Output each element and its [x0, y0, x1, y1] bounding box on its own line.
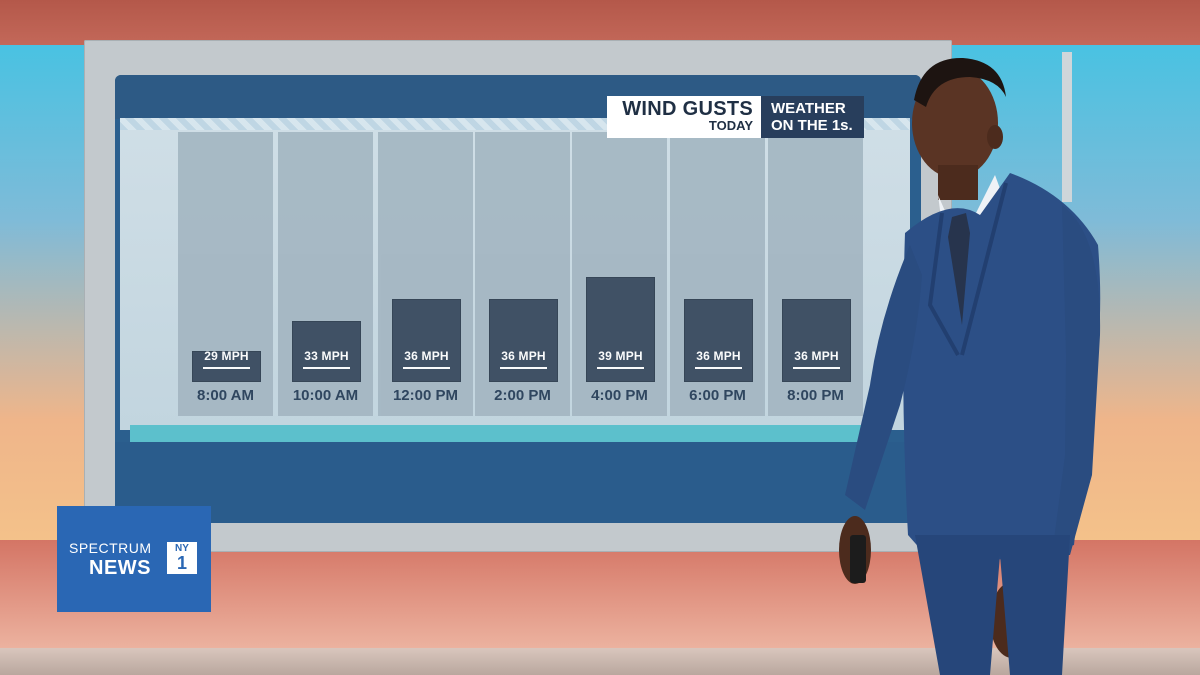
- bar-value-label: 29 MPH: [204, 348, 249, 363]
- wind-gust-bar: 29 MPH: [192, 348, 261, 382]
- weather-screen: 29 MPH 8:00 AM 33 MPH 10:00 AM 36 MPH 12:00 P…: [115, 75, 921, 523]
- teal-accent-line: [130, 425, 870, 442]
- chart-subtitle: TODAY: [708, 118, 753, 133]
- brand-line-2: ON THE 1s.: [771, 117, 853, 134]
- time-card: 29 MPH 8:00 AM: [178, 132, 273, 416]
- time-card: 36 MPH 6:00 PM: [670, 132, 765, 416]
- bar-label-rule: [203, 366, 250, 369]
- chart-title: WIND GUSTS: [622, 98, 753, 120]
- chart-title-box: WIND GUSTS TODAY: [607, 96, 761, 138]
- logo-news-text: NEWS: [89, 557, 151, 579]
- time-card: 36 MPH 12:00 PM: [378, 132, 473, 416]
- bar-value-label: 36 MPH: [696, 348, 741, 363]
- bar-value-label: 39 MPH: [598, 348, 643, 363]
- bar-value-label: 36 MPH: [794, 348, 839, 363]
- ny1-badge: NY 1: [167, 542, 197, 574]
- wind-gust-bar: 36 MPH: [392, 299, 461, 382]
- time-label: 12:00 PM: [392, 387, 459, 404]
- time-label: 6:00 PM: [689, 387, 746, 404]
- time-label: 10:00 AM: [292, 387, 359, 404]
- screen-footer-band: [115, 442, 921, 523]
- bar-label-rule: [403, 366, 450, 369]
- time-label: 8:00 PM: [787, 387, 844, 404]
- background-panel-left: [0, 45, 84, 545]
- presenter: [839, 57, 1101, 675]
- wind-gust-bar: 36 MPH: [782, 299, 851, 382]
- wind-gust-bar: 36 MPH: [684, 299, 753, 382]
- bar-label-rule: [695, 366, 742, 369]
- time-card: 33 MPH 10:00 AM: [278, 132, 373, 416]
- bar-label-rule: [303, 366, 350, 369]
- bar-label-rule: [793, 366, 840, 369]
- bar-label-rule: [597, 366, 644, 369]
- wind-gust-bar: 36 MPH: [489, 299, 558, 382]
- time-card: 36 MPH 2:00 PM: [475, 132, 570, 416]
- studio-floor: [0, 648, 1200, 675]
- bar-label-rule: [500, 366, 547, 369]
- weather-brand-box: WEATHER ON THE 1s.: [761, 96, 864, 138]
- ny1-badge-number: 1: [176, 553, 187, 573]
- wind-gust-chart: 29 MPH 8:00 AM 33 MPH 10:00 AM 36 MPH 12:00 P…: [120, 130, 910, 430]
- brand-line-1: WEATHER: [771, 100, 846, 117]
- time-card: 36 MPH 8:00 PM: [768, 132, 863, 416]
- time-label: 8:00 AM: [197, 387, 254, 404]
- bar-value-label: 36 MPH: [404, 348, 449, 363]
- bar-value-label: 33 MPH: [304, 348, 349, 363]
- wind-gust-bar: 33 MPH: [292, 321, 361, 382]
- time-label: 2:00 PM: [494, 387, 551, 404]
- ny1-badge-top: NY: [175, 543, 189, 554]
- time-label: 4:00 PM: [591, 387, 648, 404]
- spectrum-news-logo: SPECTRUM NEWS NY 1: [57, 506, 211, 612]
- logo-spectrum-text: SPECTRUM: [69, 540, 152, 556]
- wind-gust-bar: 39 MPH: [586, 277, 655, 382]
- time-card: 39 MPH 4:00 PM: [572, 132, 667, 416]
- background-frame-bar: [1062, 52, 1072, 202]
- bar-value-label: 36 MPH: [501, 348, 546, 363]
